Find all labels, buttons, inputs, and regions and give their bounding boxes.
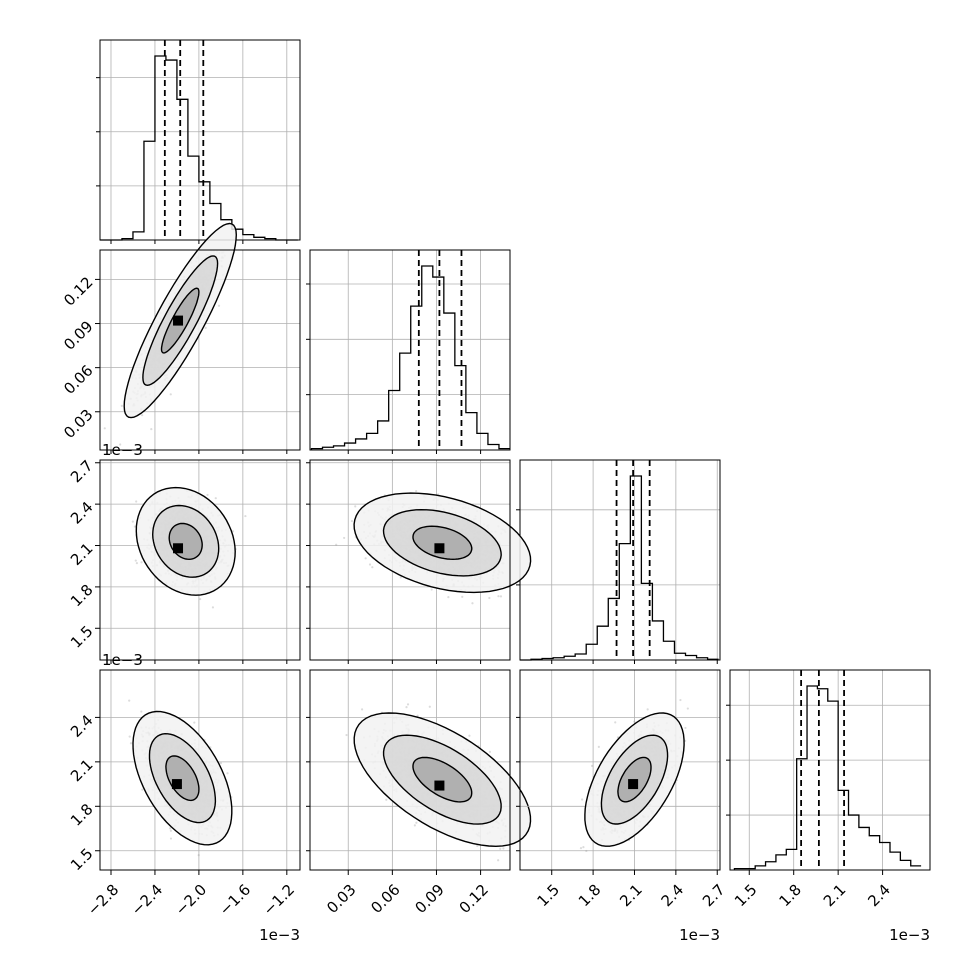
sample-point xyxy=(140,561,143,564)
sample-point xyxy=(133,525,136,528)
sample-point xyxy=(210,220,212,222)
sample-point xyxy=(214,497,217,500)
histogram-step-line xyxy=(733,685,922,870)
density-peak xyxy=(173,543,184,554)
sample-point xyxy=(119,443,122,446)
sample-point xyxy=(244,514,247,518)
sample-point xyxy=(430,588,433,591)
panel-frame xyxy=(729,669,931,871)
sample-point xyxy=(364,557,367,560)
sample-point xyxy=(335,543,338,546)
sample-point xyxy=(103,427,106,430)
panel-frame xyxy=(309,459,511,661)
sample-point xyxy=(461,595,464,598)
sample-point xyxy=(499,595,503,598)
panel-frame xyxy=(519,459,721,661)
hist-panel-1 xyxy=(306,249,511,451)
histogram-step-line xyxy=(100,55,298,241)
hist-panel-0 xyxy=(96,39,301,241)
sample-point xyxy=(193,721,196,724)
panel-frame xyxy=(309,249,511,451)
sample-point xyxy=(415,489,418,493)
sample-point xyxy=(131,520,134,523)
density-peak xyxy=(173,315,184,326)
sample-point xyxy=(447,596,450,599)
sample-point xyxy=(211,606,215,609)
sample-point xyxy=(204,326,207,330)
panel-frame xyxy=(99,459,301,661)
density-peak xyxy=(434,543,445,554)
panel-frame xyxy=(99,249,301,451)
sample-point xyxy=(120,404,123,407)
sample-point xyxy=(150,428,153,431)
panel-frame xyxy=(99,39,301,241)
sample-point xyxy=(343,536,346,540)
hist-panel-3 xyxy=(726,669,931,871)
sample-point xyxy=(399,576,402,579)
sample-point xyxy=(368,563,372,566)
sample-point xyxy=(231,530,235,533)
sample-point xyxy=(497,595,500,598)
sample-point xyxy=(135,500,138,503)
histogram-step-line xyxy=(310,265,510,450)
sample-point xyxy=(141,788,144,791)
sample-point xyxy=(537,555,539,557)
sample-point xyxy=(488,596,491,600)
sample-point xyxy=(134,559,137,562)
sample-point xyxy=(217,304,221,307)
sample-point xyxy=(135,562,139,565)
hist-panel-2 xyxy=(516,459,721,661)
sample-point xyxy=(235,213,237,215)
sample-point xyxy=(128,735,131,738)
sample-point xyxy=(129,742,133,745)
sample-point xyxy=(199,597,202,601)
sample-point xyxy=(206,493,209,497)
histogram-step-line xyxy=(520,475,719,661)
scatter-panel-2-0 xyxy=(99,459,301,661)
sample-point xyxy=(239,222,241,224)
sample-point xyxy=(371,566,374,569)
density-contour xyxy=(412,525,473,561)
scatter-panel-3-0 xyxy=(99,669,301,871)
sample-point xyxy=(169,393,172,396)
sample-point xyxy=(471,602,474,605)
sample-point xyxy=(141,414,144,417)
scatter-panel-1-0 xyxy=(99,213,301,451)
sample-point xyxy=(140,710,143,713)
scatter-panel-2-1 xyxy=(309,459,539,661)
sample-point xyxy=(354,505,357,508)
sample-point xyxy=(531,554,533,556)
sample-point xyxy=(350,519,353,523)
